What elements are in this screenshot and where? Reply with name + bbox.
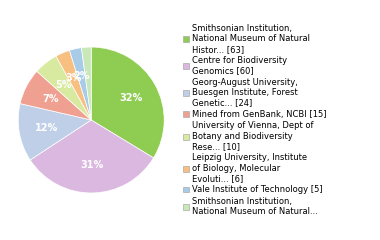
Wedge shape	[70, 48, 91, 120]
Text: 31%: 31%	[80, 160, 104, 170]
Legend: Smithsonian Institution,
National Museum of Natural
Histor... [63], Centre for B: Smithsonian Institution, National Museum…	[183, 24, 326, 216]
Wedge shape	[56, 50, 91, 120]
Text: 32%: 32%	[119, 93, 142, 103]
Text: 3%: 3%	[65, 73, 82, 83]
Wedge shape	[18, 104, 91, 160]
Wedge shape	[30, 120, 154, 193]
Text: 5%: 5%	[55, 80, 71, 90]
Wedge shape	[81, 47, 91, 120]
Text: 7%: 7%	[43, 94, 59, 104]
Text: 2%: 2%	[73, 71, 90, 81]
Wedge shape	[20, 71, 91, 120]
Wedge shape	[91, 47, 164, 158]
Wedge shape	[37, 56, 91, 120]
Text: 12%: 12%	[35, 123, 58, 133]
